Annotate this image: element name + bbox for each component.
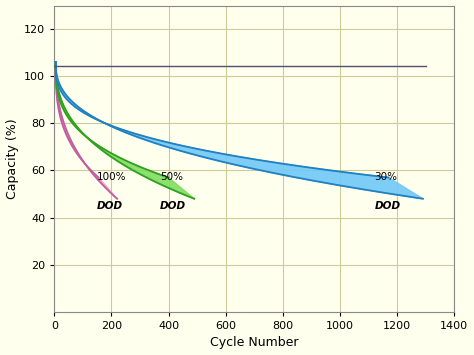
Polygon shape <box>55 62 194 199</box>
Polygon shape <box>55 62 117 199</box>
Text: DOD: DOD <box>97 201 123 211</box>
Text: DOD: DOD <box>374 201 401 211</box>
Text: 50%: 50% <box>160 172 183 182</box>
Text: DOD: DOD <box>160 201 186 211</box>
X-axis label: Cycle Number: Cycle Number <box>210 337 299 349</box>
Y-axis label: Capacity (%): Capacity (%) <box>6 119 18 199</box>
Polygon shape <box>55 62 423 199</box>
Text: 30%: 30% <box>374 172 397 182</box>
Text: 100%: 100% <box>97 172 127 182</box>
